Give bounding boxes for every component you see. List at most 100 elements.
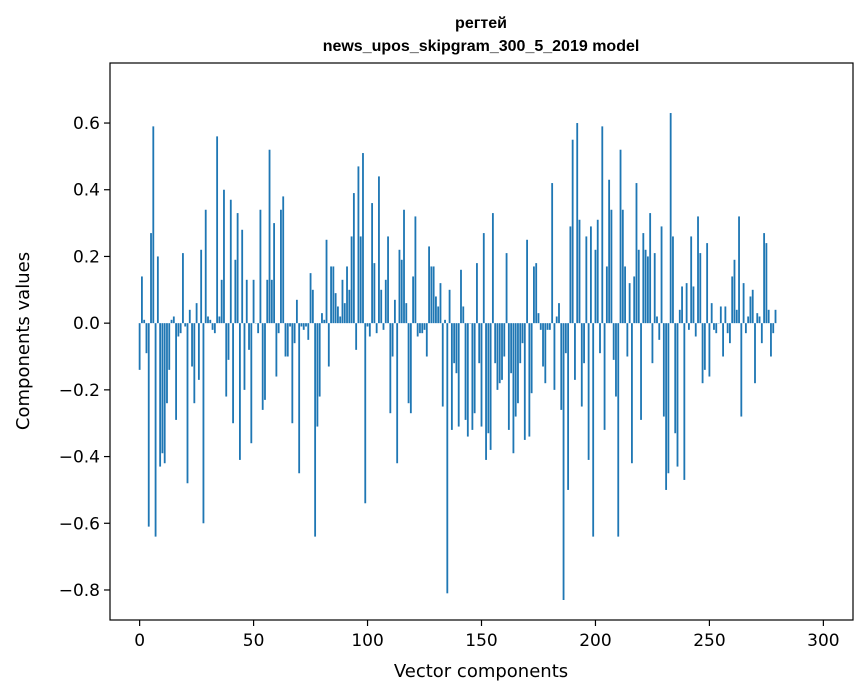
chart-subtitle: news_upos_skipgram_300_5_2019 model — [323, 38, 640, 55]
bar — [672, 236, 674, 323]
bar — [162, 323, 164, 453]
bar — [483, 233, 485, 323]
bar — [734, 260, 736, 323]
bar — [148, 323, 150, 526]
bar — [316, 323, 318, 426]
y-tick-label: 0.6 — [73, 114, 100, 134]
chart-title: регтей — [455, 15, 507, 32]
bar — [540, 323, 542, 330]
bar — [556, 316, 558, 323]
bar — [542, 323, 544, 366]
x-tick-label: 200 — [579, 631, 611, 651]
bar — [260, 210, 262, 323]
bar — [738, 216, 740, 323]
bar — [312, 290, 314, 323]
bar — [253, 280, 255, 323]
bar — [353, 193, 355, 323]
bar — [674, 323, 676, 433]
bar — [414, 216, 416, 323]
bar — [745, 323, 747, 333]
bar — [604, 323, 606, 430]
bar — [216, 136, 218, 323]
bar — [453, 323, 455, 363]
bar — [319, 323, 321, 396]
bar — [549, 323, 551, 330]
bar — [207, 316, 209, 323]
bar — [376, 323, 378, 333]
bar — [246, 280, 248, 323]
bar — [358, 166, 360, 323]
bar — [232, 323, 234, 423]
bar — [271, 280, 273, 323]
bar — [337, 306, 339, 323]
bar — [408, 323, 410, 403]
bar — [351, 236, 353, 323]
bar — [579, 220, 581, 323]
bar — [465, 323, 467, 420]
bar — [175, 323, 177, 420]
bar — [462, 306, 464, 323]
x-axis-label: Vector components — [394, 661, 568, 682]
bar — [250, 323, 252, 443]
bar — [385, 280, 387, 323]
bar — [754, 323, 756, 383]
bar — [761, 323, 763, 343]
bar — [458, 323, 460, 426]
bar — [225, 323, 227, 396]
bar — [522, 323, 524, 343]
bar — [686, 283, 688, 323]
bar — [636, 183, 638, 323]
bar — [373, 263, 375, 323]
y-tick-label: 0.2 — [73, 247, 100, 267]
bar — [150, 233, 152, 323]
bar — [606, 266, 608, 323]
bar — [563, 323, 565, 600]
bar — [399, 250, 401, 323]
bar — [601, 126, 603, 323]
bar — [152, 126, 154, 323]
bar — [574, 323, 576, 380]
bar — [538, 313, 540, 323]
bar — [729, 323, 731, 343]
bar — [430, 266, 432, 323]
bar — [572, 140, 574, 323]
bar — [624, 266, 626, 323]
bar — [490, 323, 492, 450]
bar — [355, 323, 357, 350]
bar — [756, 313, 758, 323]
bar — [344, 303, 346, 323]
bar — [474, 323, 476, 413]
bar — [695, 323, 697, 336]
bar — [560, 323, 562, 410]
bar — [554, 323, 556, 390]
bar — [367, 323, 369, 326]
bar — [592, 323, 594, 536]
bar — [763, 233, 765, 323]
bar — [141, 276, 143, 323]
bar — [264, 323, 266, 400]
bar — [205, 210, 207, 323]
bar — [273, 223, 275, 323]
x-tick-label: 50 — [243, 631, 265, 651]
y-tick-label: −0.4 — [59, 448, 100, 468]
bar — [456, 323, 458, 373]
bar — [155, 323, 157, 536]
bar — [282, 196, 284, 323]
bar — [585, 236, 587, 323]
bar — [569, 226, 571, 323]
bar — [275, 323, 277, 376]
bar — [346, 266, 348, 323]
bar — [378, 176, 380, 323]
bar — [198, 323, 200, 380]
bar — [310, 273, 312, 323]
bar — [237, 213, 239, 323]
bar — [595, 250, 597, 323]
x-tick-label: 0 — [134, 631, 145, 651]
bar — [244, 323, 246, 390]
bar — [362, 153, 364, 323]
bar — [424, 323, 426, 330]
bar — [711, 303, 713, 323]
bar — [285, 323, 287, 356]
bar — [715, 323, 717, 333]
bar — [724, 306, 726, 323]
